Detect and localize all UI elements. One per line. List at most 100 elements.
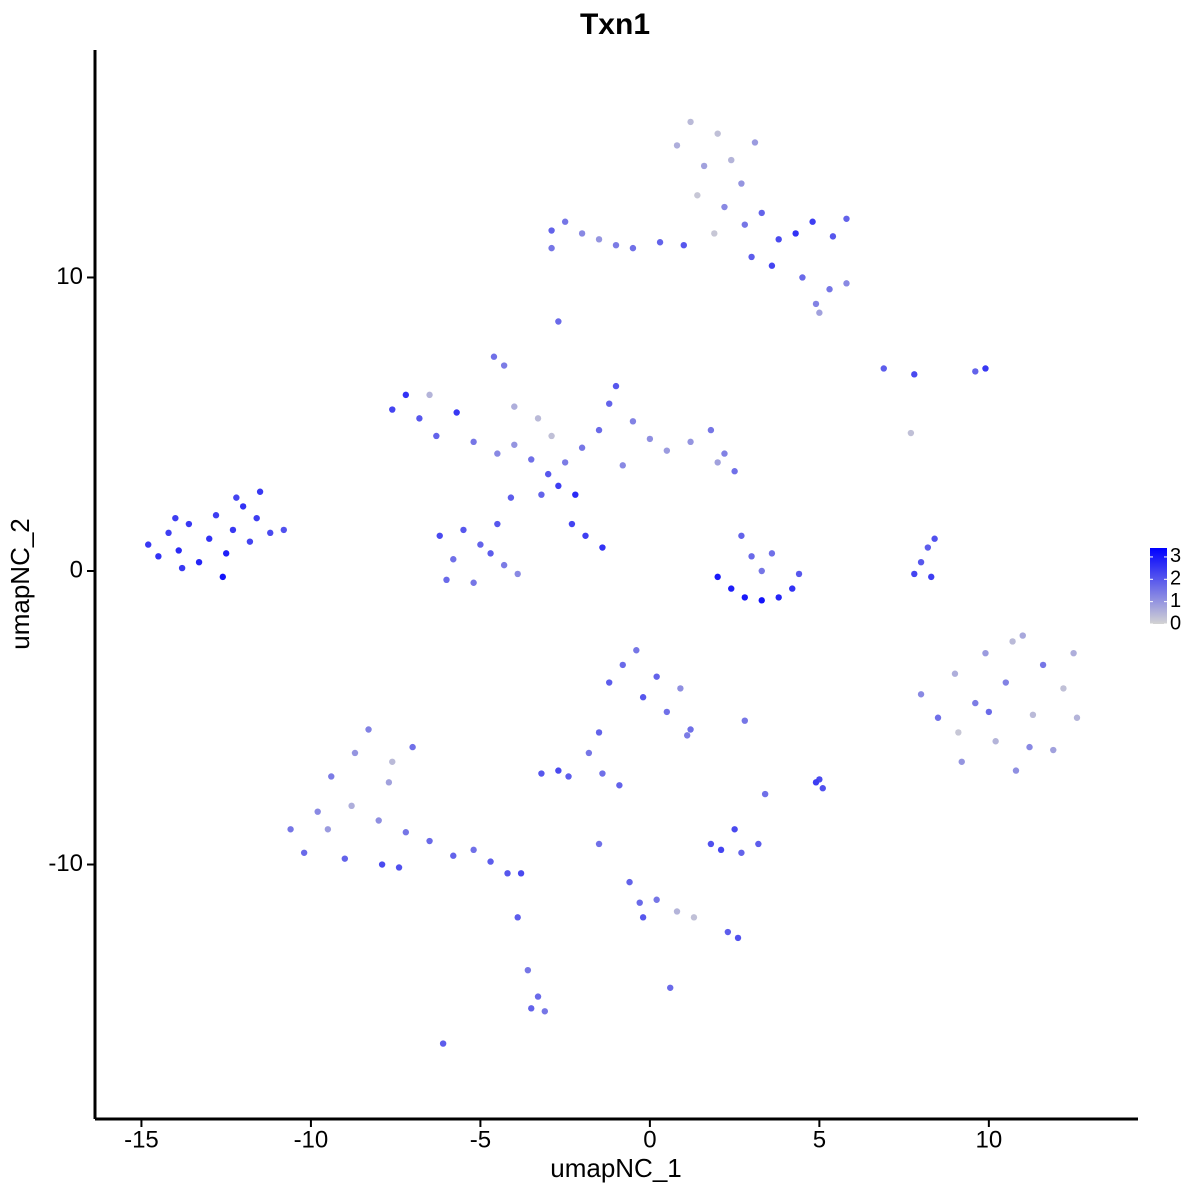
- point: [514, 570, 521, 578]
- point: [229, 526, 237, 534]
- point: [511, 403, 518, 410]
- point: [528, 456, 535, 463]
- colorbar: [1150, 548, 1167, 624]
- point: [748, 253, 755, 261]
- point: [1002, 679, 1010, 686]
- point: [748, 553, 755, 560]
- point: [585, 749, 593, 757]
- point: [470, 846, 477, 854]
- point: [443, 576, 450, 584]
- point: [646, 435, 654, 443]
- point: [1012, 767, 1020, 774]
- point: [789, 585, 796, 592]
- x-tick-label: -10: [294, 1126, 329, 1153]
- point: [917, 558, 925, 566]
- point: [639, 914, 647, 921]
- point: [751, 139, 759, 146]
- point: [578, 444, 586, 451]
- point: [982, 365, 989, 372]
- point: [524, 966, 532, 974]
- point: [819, 785, 826, 792]
- point: [680, 241, 687, 249]
- point: [616, 782, 623, 789]
- point: [1029, 711, 1037, 719]
- point: [548, 432, 555, 440]
- point: [517, 870, 525, 877]
- point: [738, 532, 745, 539]
- point: [206, 535, 213, 542]
- point: [328, 773, 335, 780]
- point: [606, 400, 613, 407]
- point: [1009, 638, 1016, 645]
- point: [741, 594, 748, 601]
- point: [565, 773, 572, 780]
- point: [599, 544, 606, 551]
- point: [606, 679, 613, 686]
- y-tick-label: 0: [70, 556, 83, 583]
- point: [548, 227, 555, 234]
- point: [711, 230, 718, 237]
- point: [365, 726, 372, 733]
- x-tick-label: 5: [813, 1126, 826, 1153]
- point: [426, 837, 433, 845]
- point: [653, 673, 660, 680]
- point: [768, 550, 776, 557]
- point: [572, 491, 579, 498]
- point: [500, 362, 508, 369]
- point: [619, 661, 626, 669]
- point: [504, 870, 511, 877]
- point: [351, 749, 359, 757]
- point: [826, 286, 833, 293]
- point: [487, 550, 494, 557]
- point: [212, 512, 220, 519]
- point: [267, 529, 274, 537]
- point: [792, 230, 799, 237]
- point: [734, 934, 742, 942]
- point: [673, 142, 681, 149]
- point: [426, 391, 433, 399]
- point: [555, 767, 562, 774]
- point: [721, 450, 728, 457]
- point: [165, 529, 172, 537]
- point: [717, 846, 725, 854]
- point: [629, 418, 637, 425]
- point: [538, 491, 545, 498]
- x-tick-label: 0: [643, 1126, 656, 1153]
- point: [555, 482, 562, 490]
- point: [490, 353, 498, 360]
- point: [907, 429, 915, 437]
- point: [324, 826, 332, 833]
- point: [494, 520, 501, 528]
- point: [568, 520, 576, 528]
- point: [829, 233, 837, 240]
- point: [700, 162, 708, 170]
- point: [348, 802, 355, 810]
- point: [222, 550, 230, 557]
- point: [843, 280, 850, 287]
- point: [402, 829, 410, 836]
- point: [514, 914, 521, 921]
- point: [341, 855, 349, 862]
- point: [707, 426, 715, 434]
- point: [673, 908, 681, 915]
- point: [460, 526, 467, 534]
- point: [629, 244, 637, 252]
- point: [972, 368, 979, 375]
- point: [534, 415, 542, 422]
- point: [175, 547, 182, 554]
- point: [795, 570, 803, 578]
- colorbar-tick-label: 2: [1170, 568, 1181, 590]
- point: [1039, 661, 1047, 669]
- point: [714, 459, 721, 466]
- point: [450, 852, 457, 859]
- point: [992, 738, 999, 745]
- point: [582, 532, 589, 539]
- point: [687, 118, 694, 126]
- point: [494, 450, 501, 457]
- point: [470, 579, 477, 586]
- point: [595, 729, 603, 736]
- point: [619, 462, 626, 469]
- point: [663, 708, 671, 716]
